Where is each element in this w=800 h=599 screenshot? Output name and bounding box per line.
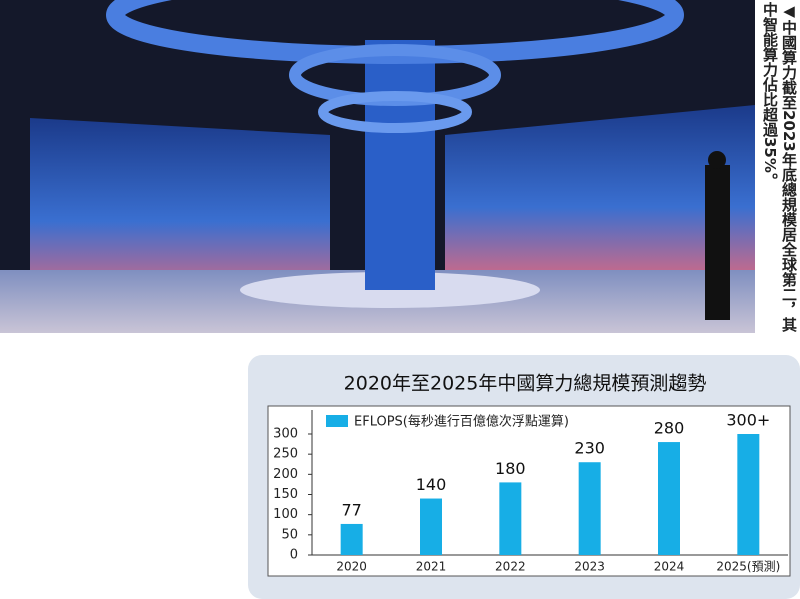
value-label: 280 xyxy=(654,419,685,438)
y-tick-label: 200 xyxy=(273,467,298,482)
legend-swatch xyxy=(326,415,348,427)
bar xyxy=(499,482,522,555)
y-tick-label: 50 xyxy=(281,527,298,542)
x-tick-label: 2025(預測) xyxy=(716,560,780,574)
caption: ◀中國算力截至2023年底總規模居全球第二，其中智能算力佔比超過35%。 xyxy=(761,2,798,332)
value-label: 180 xyxy=(495,459,526,478)
bar xyxy=(420,498,442,555)
value-label: 77 xyxy=(341,500,361,519)
bar xyxy=(340,523,363,555)
x-tick-label: 2021 xyxy=(416,560,447,574)
bar xyxy=(658,442,680,555)
y-tick-label: 0 xyxy=(290,548,298,563)
chart: 2020年至2025年中國算力總規模預測趨勢 0 50 100 150 200 250 30… xyxy=(248,355,800,599)
photo xyxy=(0,0,755,333)
value-label: 140 xyxy=(416,475,447,494)
chart-title: 2020年至2025年中國算力總規模預測趨勢 xyxy=(344,373,707,395)
y-tick-label: 100 xyxy=(273,507,298,522)
bar xyxy=(737,434,760,555)
x-tick-label: 2022 xyxy=(495,560,526,574)
y-tick-label: 300 xyxy=(273,427,298,442)
y-tick-label: 150 xyxy=(273,487,298,502)
x-tick-label: 2024 xyxy=(654,560,685,574)
x-tick-label: 2023 xyxy=(574,560,605,574)
legend-label: EFLOPS(每秒進行百億億次浮點運算) xyxy=(354,414,569,430)
x-tick-label: 2020 xyxy=(336,560,367,574)
bar xyxy=(578,462,601,555)
value-label: 230 xyxy=(574,439,605,458)
value-label: 300+ xyxy=(726,411,770,430)
y-tick-label: 250 xyxy=(273,447,298,462)
